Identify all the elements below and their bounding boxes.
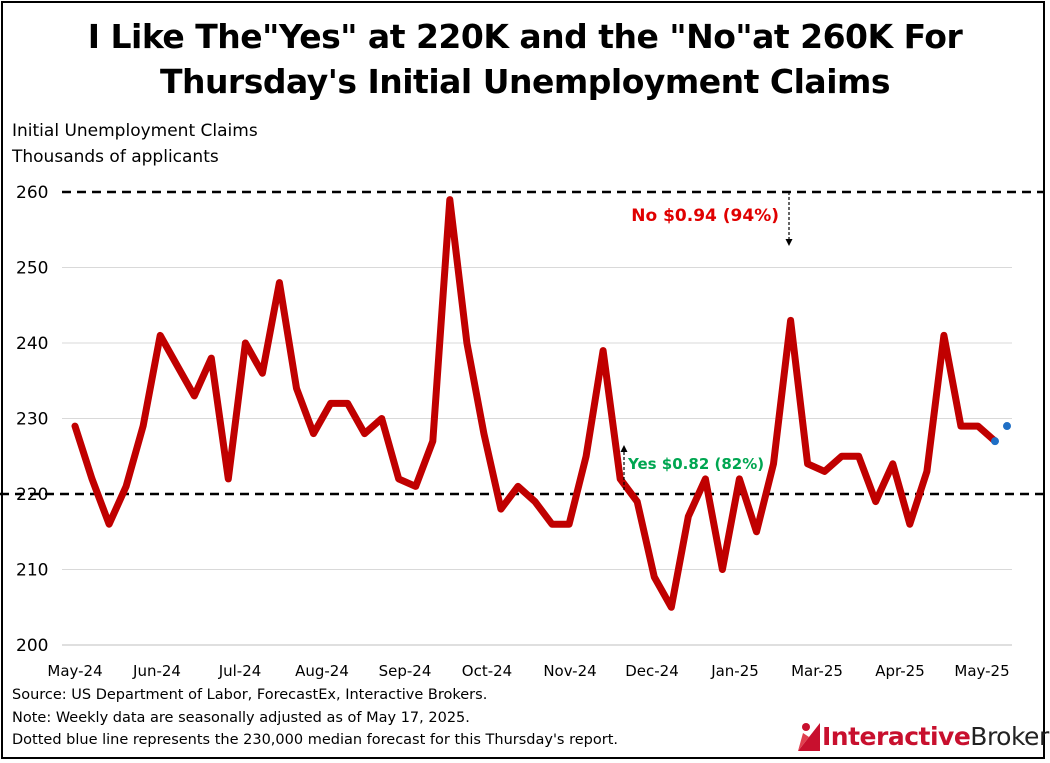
data-point xyxy=(771,461,777,467)
data-point xyxy=(345,400,351,406)
x-tick-label: Mar-25 xyxy=(791,662,843,680)
data-point xyxy=(447,197,453,203)
note-forecast: Dotted blue line represents the 230,000 … xyxy=(12,732,618,748)
note-seasonal: Note: Weekly data are seasonally adjuste… xyxy=(12,709,470,726)
data-point xyxy=(311,431,317,437)
data-point xyxy=(583,453,589,459)
data-point xyxy=(685,514,691,520)
x-tick-label: Jun-24 xyxy=(132,662,181,680)
data-point xyxy=(225,476,231,482)
data-point xyxy=(634,499,640,505)
forecast-point xyxy=(1003,422,1011,431)
data-point xyxy=(259,370,265,376)
data-point xyxy=(941,332,947,338)
data-point xyxy=(498,506,504,512)
logo-text-interactive: Interactive xyxy=(822,721,971,751)
x-tick-label: Oct-24 xyxy=(462,662,512,680)
data-point xyxy=(566,521,572,527)
data-point xyxy=(958,423,964,429)
data-point xyxy=(123,483,129,489)
logo-text-brokers: Brokers xyxy=(970,721,1050,751)
x-tick-label: Jul-24 xyxy=(218,662,262,680)
data-point xyxy=(464,340,470,346)
data-point xyxy=(430,438,436,444)
data-point xyxy=(396,476,402,482)
y-tick-label: 200 xyxy=(16,636,48,656)
data-point xyxy=(668,604,674,610)
data-point xyxy=(515,483,521,489)
data-point xyxy=(839,453,845,459)
data-point xyxy=(719,567,725,572)
y-axis-label: Initial Unemployment Claims Thousands of… xyxy=(12,118,258,170)
x-tick-label: Aug-24 xyxy=(295,662,349,680)
yes-arrow-head xyxy=(620,445,628,452)
title-line-2: Thursday's Initial Unemployment Claims xyxy=(159,62,891,101)
data-point xyxy=(549,521,555,527)
data-point xyxy=(328,400,334,406)
x-tick-label: Apr-25 xyxy=(875,662,925,680)
data-point xyxy=(975,423,981,429)
data-point xyxy=(788,317,794,323)
x-tick-label: Sep-24 xyxy=(379,662,432,680)
data-point xyxy=(242,340,248,346)
data-point xyxy=(174,363,180,369)
y-tick-label: 250 xyxy=(16,259,48,279)
no-arrow-head xyxy=(785,239,793,246)
y-tick-label: 210 xyxy=(16,561,48,581)
data-point xyxy=(140,423,146,429)
data-point xyxy=(753,529,759,535)
claims-series-line xyxy=(71,196,999,611)
data-point xyxy=(72,423,78,429)
source-notes: Source: US Department of Labor, Forecast… xyxy=(12,684,618,752)
data-point xyxy=(924,468,930,474)
data-point xyxy=(89,476,95,482)
data-point xyxy=(106,521,112,527)
yes-price-label: Yes $0.82 (82%) xyxy=(627,455,764,473)
y-axis-label-line-1: Initial Unemployment Claims xyxy=(12,121,258,141)
x-tick-label: May-25 xyxy=(954,662,1009,680)
no-price-label: No $0.94 (94%) xyxy=(631,206,779,226)
data-point xyxy=(276,280,282,286)
data-point xyxy=(481,431,487,437)
data-point xyxy=(702,476,708,482)
title-line-1: I Like The"Yes" at 220K and the "No"at 2… xyxy=(87,17,963,56)
data-point xyxy=(379,416,385,421)
x-tick-label: May-24 xyxy=(47,662,102,680)
data-point xyxy=(617,476,623,482)
data-point xyxy=(413,483,419,489)
chart-title: I Like The"Yes" at 220K and the "No"at 2… xyxy=(0,14,1050,104)
data-point xyxy=(362,431,368,437)
data-point xyxy=(600,348,606,354)
x-tick-label: Jan-25 xyxy=(710,662,759,680)
x-tick-label: Dec-24 xyxy=(625,662,679,680)
note-source: Source: US Department of Labor, Forecast… xyxy=(12,687,488,703)
logo-mark-icon xyxy=(798,723,820,751)
data-point xyxy=(191,393,197,399)
data-point xyxy=(873,499,879,505)
y-tick-label: 230 xyxy=(16,410,48,430)
data-point xyxy=(856,453,862,459)
x-tick-label: Nov-24 xyxy=(543,662,596,680)
data-point xyxy=(208,355,214,361)
forecast-start-point xyxy=(991,437,999,446)
data-point xyxy=(805,461,811,467)
data-point xyxy=(822,468,828,474)
data-point xyxy=(907,521,913,527)
data-point xyxy=(736,476,742,482)
data-point xyxy=(293,385,299,391)
data-point xyxy=(532,499,538,505)
data-point xyxy=(651,574,657,580)
data-point xyxy=(157,332,163,338)
data-point xyxy=(890,461,896,467)
y-tick-label: 260 xyxy=(16,183,48,203)
y-axis-label-line-2: Thousands of applicants xyxy=(12,147,219,167)
y-tick-label: 240 xyxy=(16,334,48,354)
